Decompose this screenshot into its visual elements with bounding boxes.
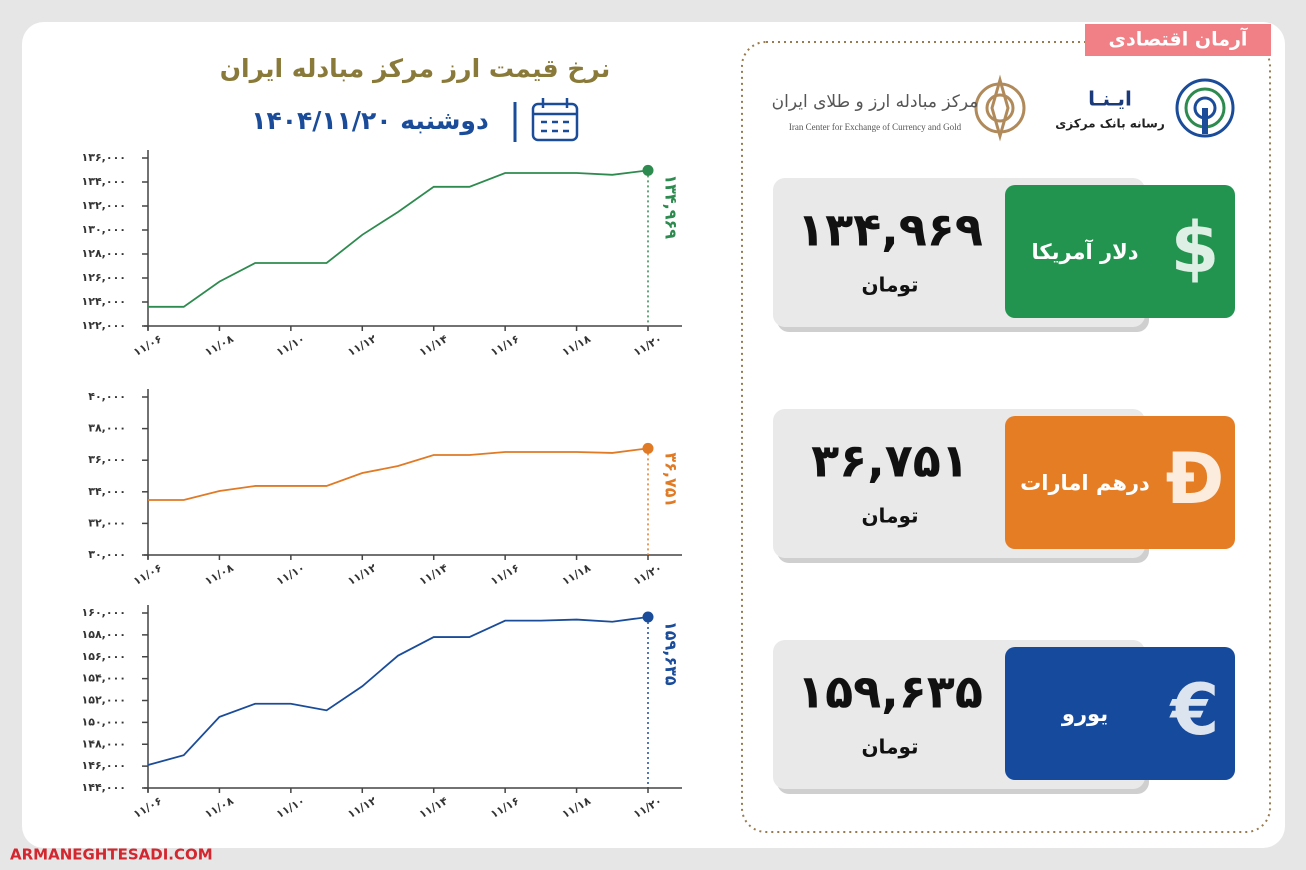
y-tick-label: ۱۲۴,۰۰۰ — [82, 295, 126, 308]
currency-name: یورو — [1061, 702, 1108, 726]
ina-icon — [1175, 78, 1235, 138]
calendar-icon — [531, 98, 579, 142]
currency-symbol: € — [1169, 669, 1220, 751]
y-tick-label: ۱۲۸,۰۰۰ — [82, 247, 126, 260]
value-label: ۳۶,۷۵۱ — [662, 452, 681, 507]
line — [148, 447, 649, 501]
rate: ۱۵۹,۶۳۵ — [797, 665, 983, 719]
rate: ۳۶,۷۵۱ — [811, 434, 969, 488]
date: دوشنبه ۱۴۰۴/۱۱/۲۰ — [251, 106, 489, 136]
y-tick-label: ۳۴,۰۰۰ — [88, 485, 126, 498]
y-tick-label: ۱۳۶,۰۰۰ — [82, 151, 126, 164]
value-label: ۱۵۹,۶۳۵ — [662, 621, 681, 686]
center-icon — [974, 74, 1026, 142]
value-label: ۱۳۴,۹۶۹ — [662, 174, 681, 239]
y-tick-label: ۳۶,۰۰۰ — [88, 453, 126, 466]
y-tick-label: ۱۴۸,۰۰۰ — [82, 737, 126, 750]
y-tick-label: ۱۵۸,۰۰۰ — [82, 628, 126, 641]
line — [148, 169, 649, 308]
currency-name: دلار آمریکا — [1031, 239, 1138, 264]
y-tick-label: ۱۵۰,۰۰۰ — [82, 715, 126, 728]
title: نرخ قیمت ارز مرکز مبادله ایران — [220, 54, 611, 84]
y-tick-label: ۱۵۴,۰۰۰ — [82, 672, 126, 685]
y-tick-label: ۳۰,۰۰۰ — [88, 548, 126, 561]
unit: تومان — [861, 735, 918, 759]
unit: تومان — [861, 273, 918, 297]
center-name: مرکز مبادله ارز و طلای ایران — [772, 92, 979, 112]
currency-symbol: Đ — [1166, 438, 1225, 520]
currency-symbol: $ — [1171, 207, 1220, 289]
y-tick-label: ۱۴۴,۰۰۰ — [82, 781, 126, 794]
center-en: Iran Center for Exchange of Currency and… — [789, 122, 962, 132]
end-point — [642, 611, 654, 623]
y-tick-label: ۳۲,۰۰۰ — [88, 516, 126, 529]
rate: ۱۳۴,۹۶۹ — [797, 203, 983, 257]
y-tick-label: ۱۴۶,۰۰۰ — [82, 759, 126, 772]
y-tick-label: ۳۸,۰۰۰ — [88, 422, 126, 435]
unit: تومان — [861, 504, 918, 528]
end-point — [642, 164, 654, 176]
ina-name: ایـنـا — [1088, 87, 1132, 111]
ina-sub: رسانه بانک مرکزی — [1055, 117, 1165, 131]
y-tick-label: ۱۵۲,۰۰۰ — [82, 694, 126, 707]
y-tick-label: ۱۳۲,۰۰۰ — [82, 199, 126, 212]
y-tick-label: ۱۵۶,۰۰۰ — [82, 650, 126, 663]
currency-box — [1005, 416, 1235, 549]
y-tick-label: ۱۲۲,۰۰۰ — [82, 319, 126, 332]
currency-name: درهم امارات — [1020, 471, 1150, 495]
line — [147, 616, 649, 766]
cards-frame — [741, 41, 1271, 833]
currency-box — [1005, 647, 1235, 780]
ribbon-bg — [1085, 24, 1271, 56]
y-tick-label: ۱۲۶,۰۰۰ — [82, 271, 126, 284]
y-tick-label: ۱۳۴,۰۰۰ — [82, 175, 126, 188]
end-point — [642, 442, 654, 454]
y-tick-label: ۱۳۰,۰۰۰ — [82, 223, 126, 236]
y-tick-label: ۱۶۰,۰۰۰ — [82, 606, 126, 619]
currency-box — [1005, 185, 1235, 318]
watermark: ARMANEGHTESADI.COM — [10, 846, 213, 864]
ribbon: آرمان اقتصادی — [1109, 27, 1248, 51]
y-tick-label: ۴۰,۰۰۰ — [88, 390, 126, 403]
